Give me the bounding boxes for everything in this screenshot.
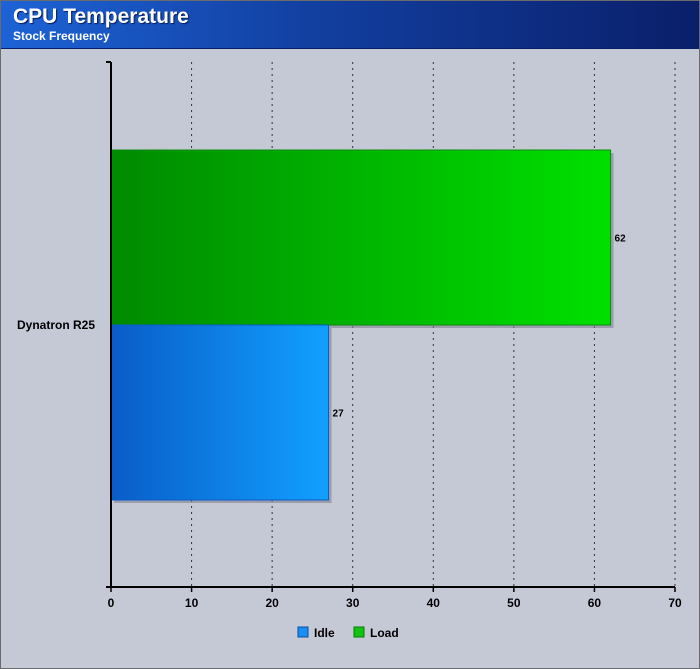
x-tick-label-40: 40 xyxy=(427,596,441,610)
legend-item-load[interactable]: Load xyxy=(353,626,399,640)
x-tick-label-50: 50 xyxy=(507,596,521,610)
x-tick-label-20: 20 xyxy=(265,596,279,610)
x-tick-label-70: 70 xyxy=(668,596,682,610)
x-tick-label-60: 60 xyxy=(588,596,602,610)
category-label: Dynatron R25 xyxy=(17,318,95,332)
legend-swatch-idle xyxy=(297,626,309,638)
legend-swatch-load xyxy=(353,626,365,638)
chart-header: CPU Temperature Stock Frequency xyxy=(1,1,699,49)
legend-label-idle: Idle xyxy=(314,626,335,640)
data-label-load: 62 xyxy=(615,234,627,245)
chart-title: CPU Temperature xyxy=(13,5,189,28)
x-tick-label-10: 10 xyxy=(185,596,199,610)
x-tick-label-0: 0 xyxy=(108,596,115,610)
bar-idle[interactable] xyxy=(110,324,330,501)
chart-subtitle: Stock Frequency xyxy=(13,29,110,43)
legend-label-load: Load xyxy=(370,626,399,640)
x-tick-label-30: 30 xyxy=(346,596,360,610)
data-label-idle: 27 xyxy=(333,409,345,420)
legend-item-idle[interactable]: Idle xyxy=(297,626,335,640)
bar-load[interactable] xyxy=(110,149,612,326)
